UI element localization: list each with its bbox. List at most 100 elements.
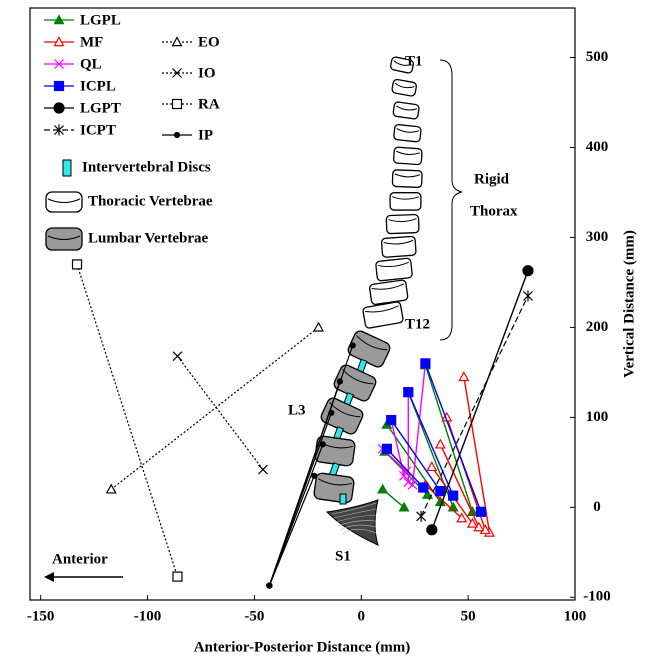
marker (349, 342, 356, 349)
thoracic-vertebra (369, 279, 409, 305)
y-tick-label: 100 (586, 409, 609, 425)
x-tick-label: -100 (134, 608, 162, 624)
sacrum-stripe (337, 520, 377, 527)
lumbar-vertebra (313, 472, 355, 504)
marker (53, 14, 65, 25)
sacrum (325, 499, 379, 546)
x-tick-label: 0 (358, 608, 366, 624)
vertebra-body (385, 213, 420, 235)
sacrum-stripe (339, 524, 377, 531)
vertebra-rim (365, 305, 399, 313)
thoracic-vertebra (391, 78, 417, 97)
marker (171, 36, 183, 47)
thorax-brace (439, 59, 463, 341)
legend-label: Thoracic Vertebrae (88, 193, 213, 209)
vertebra-body (391, 169, 423, 188)
legend-label: QL (80, 56, 102, 72)
vertebra-rim (383, 239, 414, 245)
series-line (424, 364, 474, 513)
series-line (76, 264, 179, 577)
vertebra-body (347, 330, 391, 368)
legend-label: ICPL (80, 78, 116, 94)
marker (172, 351, 183, 362)
vertebra-body (393, 146, 423, 166)
marker (435, 486, 446, 497)
y-tick-label: 0 (593, 499, 601, 515)
series-line (439, 444, 480, 528)
legend-label: LGPT (80, 100, 121, 116)
annotation: Rigid (474, 171, 510, 187)
marker (54, 59, 64, 69)
x-axis-title: Anterior-Posterior Distance (mm) (194, 639, 411, 655)
legend-label: IO (198, 65, 216, 81)
legend-label: RA (198, 96, 220, 112)
vertebra-body (380, 235, 417, 258)
sacrum-stripe (331, 502, 377, 515)
vertebra-body (362, 301, 404, 329)
marker (171, 98, 183, 110)
vertebra-rim (342, 369, 374, 385)
legend-label: ICPT (80, 122, 116, 138)
annotation: Anterior (52, 551, 108, 567)
series-line (268, 475, 315, 586)
y-tick-label: 200 (586, 319, 609, 335)
thoracic-vertebra (385, 213, 420, 235)
marker (172, 571, 183, 582)
marker (523, 290, 533, 302)
marker (386, 414, 397, 426)
sacrum-stripe (335, 514, 377, 523)
series-line (386, 448, 424, 489)
marker (403, 387, 414, 398)
legend-label: LGPL (80, 12, 121, 28)
thoracic-vertebra (375, 257, 413, 282)
legend-label: MF (80, 34, 103, 50)
vertebra-rim (394, 82, 415, 89)
marker (105, 483, 117, 494)
vertebra-rim (317, 478, 352, 486)
legend-label: IP (198, 127, 213, 143)
thoracic-vertebra (393, 124, 422, 143)
marker (403, 477, 414, 488)
marker (328, 409, 335, 416)
marker (434, 438, 446, 449)
marker (458, 371, 470, 382)
vertebra-body (369, 279, 409, 305)
series-line (390, 419, 441, 492)
marker (522, 265, 534, 277)
annotation: T12 (405, 316, 430, 332)
vertebra-rim (393, 60, 412, 66)
intervertebral-disc (339, 493, 347, 505)
marker (311, 472, 318, 479)
marker (448, 490, 459, 501)
annotation: T1 (405, 53, 423, 69)
marker (54, 124, 64, 136)
annotation: L3 (288, 402, 306, 418)
thoracic-vertebra (391, 169, 423, 188)
legend-thoracic (45, 191, 83, 213)
x-tick-label: -50 (244, 608, 264, 624)
x-tick-label: 50 (461, 608, 476, 624)
vertebra-rim (377, 261, 410, 268)
vertebra-rim (391, 196, 420, 200)
y-tick-label: -100 (583, 589, 611, 605)
thoracic-vertebra (389, 192, 422, 211)
legend-lumbar (45, 227, 83, 251)
anterior-arrow-head (44, 572, 54, 582)
marker (422, 489, 434, 499)
marker (418, 482, 429, 493)
marker (401, 466, 412, 477)
marker (53, 102, 65, 114)
y-tick-label: 400 (586, 139, 609, 155)
annotation: Thorax (470, 203, 518, 219)
y-axis-title: Vertical Distance (mm) (621, 230, 637, 378)
series-line (176, 355, 264, 470)
marker (173, 131, 181, 139)
marker (420, 358, 431, 369)
marker (475, 506, 487, 517)
vertebra-rim (395, 105, 418, 111)
vertebra-rim (395, 150, 421, 156)
marker (426, 524, 438, 536)
series-line (431, 270, 529, 531)
legend-disc (62, 159, 72, 177)
